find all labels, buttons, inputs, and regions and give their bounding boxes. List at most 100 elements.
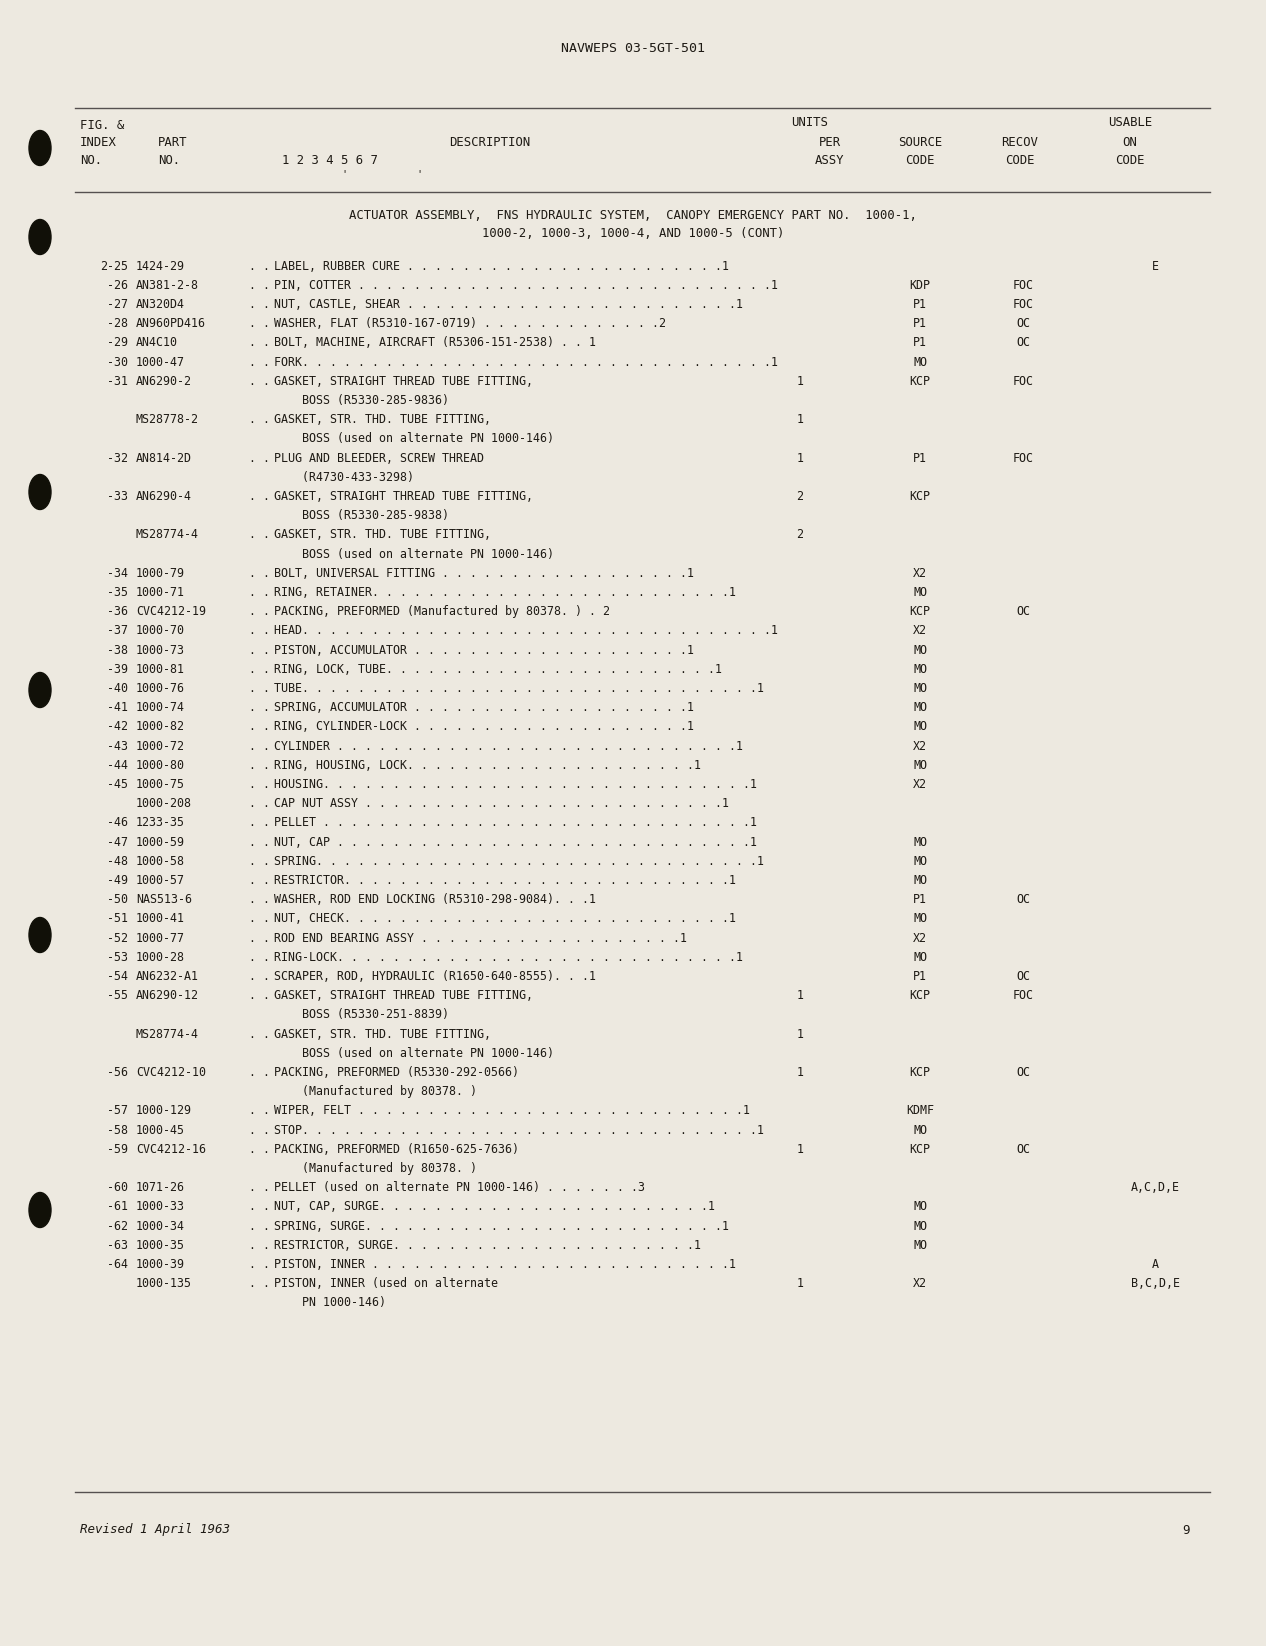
- Text: FOC: FOC: [1013, 989, 1033, 1002]
- Text: E: E: [1152, 260, 1158, 273]
- Text: OC: OC: [1017, 894, 1031, 905]
- Text: AN6232-A1: AN6232-A1: [135, 969, 199, 983]
- Text: -50: -50: [108, 894, 128, 905]
- Text: . .: . .: [249, 336, 270, 349]
- Text: . .: . .: [249, 318, 270, 331]
- Text: -38: -38: [108, 644, 128, 657]
- Text: WASHER, FLAT (R5310-167-0719) . . . . . . . . . . . . .2: WASHER, FLAT (R5310-167-0719) . . . . . …: [273, 318, 666, 331]
- Text: MS28774-4: MS28774-4: [135, 528, 199, 542]
- Text: . .: . .: [249, 874, 270, 887]
- Text: . .: . .: [249, 1239, 270, 1251]
- Text: P1: P1: [913, 969, 927, 983]
- Text: 1000-28: 1000-28: [135, 951, 185, 963]
- Ellipse shape: [29, 1192, 51, 1228]
- Text: MO: MO: [913, 854, 927, 867]
- Text: 2-25: 2-25: [100, 260, 128, 273]
- Text: -58: -58: [108, 1124, 128, 1136]
- Text: . .: . .: [249, 1067, 270, 1078]
- Text: PER: PER: [819, 135, 841, 148]
- Text: -40: -40: [108, 681, 128, 695]
- Text: -36: -36: [108, 606, 128, 619]
- Text: 1000-129: 1000-129: [135, 1104, 192, 1118]
- Text: . .: . .: [249, 836, 270, 848]
- Text: NO.: NO.: [158, 153, 180, 166]
- Text: MO: MO: [913, 912, 927, 925]
- Text: -48: -48: [108, 854, 128, 867]
- Text: . .: . .: [249, 701, 270, 714]
- Text: KCP: KCP: [909, 1067, 931, 1078]
- Text: FOC: FOC: [1013, 278, 1033, 291]
- Text: . .: . .: [249, 644, 270, 657]
- Text: 1: 1: [796, 1027, 804, 1040]
- Text: . .: . .: [249, 1258, 270, 1271]
- Text: P1: P1: [913, 894, 927, 905]
- Text: AN4C10: AN4C10: [135, 336, 179, 349]
- Text: USABLE: USABLE: [1108, 115, 1152, 128]
- Text: 1071-26: 1071-26: [135, 1182, 185, 1193]
- Text: . .: . .: [249, 375, 270, 388]
- Text: PISTON, INNER . . . . . . . . . . . . . . . . . . . . . . . . . .1: PISTON, INNER . . . . . . . . . . . . . …: [273, 1258, 736, 1271]
- Text: -42: -42: [108, 721, 128, 734]
- Text: 1000-75: 1000-75: [135, 779, 185, 790]
- Text: FOC: FOC: [1013, 451, 1033, 464]
- Text: MO: MO: [913, 759, 927, 772]
- Text: CVC4212-16: CVC4212-16: [135, 1142, 206, 1155]
- Text: GASKET, STR. THD. TUBE FITTING,: GASKET, STR. THD. TUBE FITTING,: [273, 1027, 491, 1040]
- Text: 1000-47: 1000-47: [135, 356, 185, 369]
- Text: . .: . .: [249, 816, 270, 830]
- Text: 2: 2: [796, 491, 804, 504]
- Text: -45: -45: [108, 779, 128, 790]
- Text: 1000-74: 1000-74: [135, 701, 185, 714]
- Text: AN6290-2: AN6290-2: [135, 375, 192, 388]
- Text: ROD END BEARING ASSY . . . . . . . . . . . . . . . . . . .1: ROD END BEARING ASSY . . . . . . . . . .…: [273, 932, 687, 945]
- Text: 1000-72: 1000-72: [135, 739, 185, 752]
- Text: B,C,D,E: B,C,D,E: [1131, 1277, 1180, 1290]
- Text: . .: . .: [249, 413, 270, 426]
- Text: -33: -33: [108, 491, 128, 504]
- Text: PN 1000-146): PN 1000-146): [273, 1297, 386, 1309]
- Text: -39: -39: [108, 663, 128, 677]
- Text: -62: -62: [108, 1220, 128, 1233]
- Text: -56: -56: [108, 1067, 128, 1078]
- Text: . .: . .: [249, 624, 270, 637]
- Text: . .: . .: [249, 491, 270, 504]
- Text: CAP NUT ASSY . . . . . . . . . . . . . . . . . . . . . . . . . .1: CAP NUT ASSY . . . . . . . . . . . . . .…: [273, 797, 729, 810]
- Text: RING, LOCK, TUBE. . . . . . . . . . . . . . . . . . . . . . . .1: RING, LOCK, TUBE. . . . . . . . . . . . …: [273, 663, 722, 677]
- Text: ASSY: ASSY: [815, 153, 844, 166]
- Text: FORK. . . . . . . . . . . . . . . . . . . . . . . . . . . . . . . . . .1: FORK. . . . . . . . . . . . . . . . . . …: [273, 356, 779, 369]
- Text: . .: . .: [249, 1277, 270, 1290]
- Text: -47: -47: [108, 836, 128, 848]
- Text: MO: MO: [913, 1124, 927, 1136]
- Text: PELLET . . . . . . . . . . . . . . . . . . . . . . . . . . . . . . .1: PELLET . . . . . . . . . . . . . . . . .…: [273, 816, 757, 830]
- Text: NUT, CAP, SURGE. . . . . . . . . . . . . . . . . . . . . . . .1: NUT, CAP, SURGE. . . . . . . . . . . . .…: [273, 1200, 715, 1213]
- Text: BOSS (used on alternate PN 1000-146): BOSS (used on alternate PN 1000-146): [273, 1047, 555, 1060]
- Text: BOSS (used on alternate PN 1000-146): BOSS (used on alternate PN 1000-146): [273, 433, 555, 446]
- Text: MO: MO: [913, 644, 927, 657]
- Text: PACKING, PREFORMED (Manufactured by 80378. ) . 2: PACKING, PREFORMED (Manufactured by 8037…: [273, 606, 610, 619]
- Text: FIG. &: FIG. &: [80, 119, 124, 132]
- Text: CODE: CODE: [1005, 153, 1034, 166]
- Text: RESTRICTOR, SURGE. . . . . . . . . . . . . . . . . . . . . .1: RESTRICTOR, SURGE. . . . . . . . . . . .…: [273, 1239, 701, 1251]
- Text: 9: 9: [1182, 1524, 1190, 1536]
- Text: MO: MO: [913, 1220, 927, 1233]
- Text: 1000-135: 1000-135: [135, 1277, 192, 1290]
- Text: . .: . .: [249, 356, 270, 369]
- Text: 1000-35: 1000-35: [135, 1239, 185, 1251]
- Ellipse shape: [29, 673, 51, 708]
- Text: 1000-73: 1000-73: [135, 644, 185, 657]
- Text: AN6290-12: AN6290-12: [135, 989, 199, 1002]
- Text: -52: -52: [108, 932, 128, 945]
- Text: 1233-35: 1233-35: [135, 816, 185, 830]
- Text: 1000-81: 1000-81: [135, 663, 185, 677]
- Text: P1: P1: [913, 336, 927, 349]
- Text: KCP: KCP: [909, 606, 931, 619]
- Text: (R4730-433-3298): (R4730-433-3298): [273, 471, 414, 484]
- Text: -53: -53: [108, 951, 128, 963]
- Text: HEAD. . . . . . . . . . . . . . . . . . . . . . . . . . . . . . . . . .1: HEAD. . . . . . . . . . . . . . . . . . …: [273, 624, 779, 637]
- Text: NO.: NO.: [80, 153, 103, 166]
- Text: MO: MO: [913, 1239, 927, 1251]
- Text: -64: -64: [108, 1258, 128, 1271]
- Text: GASKET, STRAIGHT THREAD TUBE FITTING,: GASKET, STRAIGHT THREAD TUBE FITTING,: [273, 989, 533, 1002]
- Text: 2: 2: [796, 528, 804, 542]
- Text: . .: . .: [249, 797, 270, 810]
